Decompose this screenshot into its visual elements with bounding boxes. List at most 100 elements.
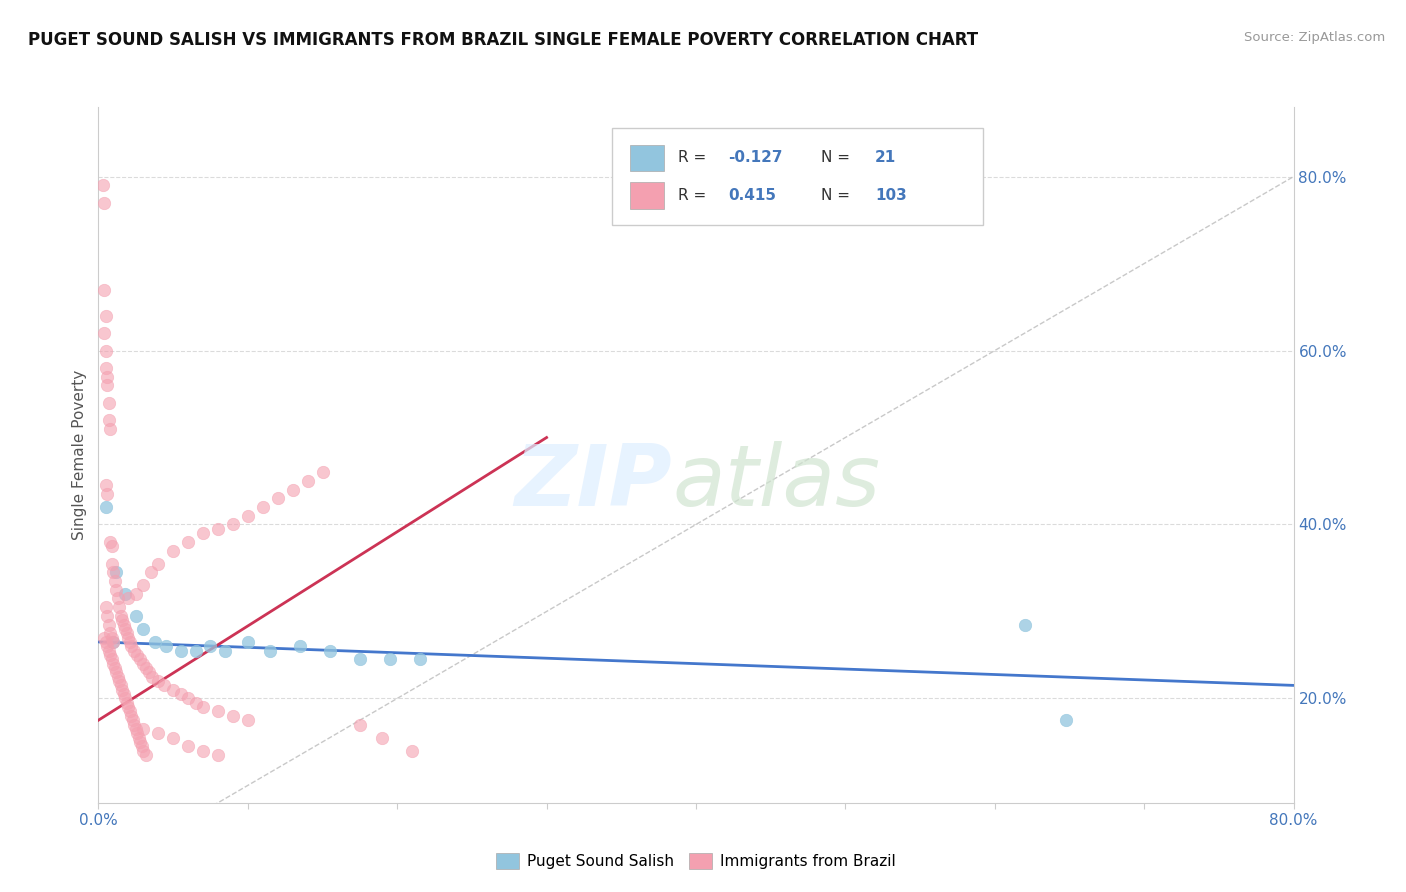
Point — [127, 648, 149, 662]
Point — [97, 413, 120, 427]
Point — [97, 643, 120, 657]
Point — [118, 635, 141, 649]
Point — [91, 178, 114, 193]
Point — [162, 731, 184, 745]
Point — [96, 487, 118, 501]
Point — [120, 639, 142, 653]
Point — [191, 744, 214, 758]
Point — [177, 534, 200, 549]
Point — [94, 361, 117, 376]
Point — [177, 739, 200, 754]
Point — [94, 478, 117, 492]
Text: 103: 103 — [875, 188, 907, 202]
Point — [101, 631, 124, 645]
Point — [297, 474, 319, 488]
Point — [101, 557, 124, 571]
Point — [125, 722, 148, 736]
Text: ZIP: ZIP — [515, 442, 672, 524]
Point — [162, 682, 184, 697]
Point — [107, 591, 129, 606]
Point — [105, 665, 128, 680]
Point — [117, 700, 139, 714]
Point — [288, 639, 311, 653]
Point — [135, 661, 157, 675]
Point — [103, 635, 125, 649]
Point — [114, 622, 136, 636]
Point — [100, 648, 122, 662]
Point — [214, 643, 236, 657]
Point — [191, 526, 214, 541]
Text: R =: R = — [678, 188, 711, 202]
Point — [128, 731, 150, 745]
Point — [222, 708, 245, 723]
Point — [124, 643, 146, 657]
Point — [96, 378, 118, 392]
Point — [110, 608, 132, 623]
Point — [311, 466, 333, 480]
Point — [184, 696, 207, 710]
Text: atlas: atlas — [672, 442, 880, 524]
Point — [117, 591, 139, 606]
Point — [94, 343, 117, 358]
Point — [112, 617, 135, 632]
Text: 0.415: 0.415 — [728, 188, 776, 202]
FancyBboxPatch shape — [630, 145, 664, 171]
Point — [200, 639, 222, 653]
Point — [105, 566, 128, 580]
Point — [127, 726, 149, 740]
Point — [349, 717, 371, 731]
Point — [104, 661, 127, 675]
Point — [129, 735, 152, 749]
Point — [105, 582, 128, 597]
Point — [177, 691, 200, 706]
Point — [114, 587, 136, 601]
Point — [104, 574, 127, 588]
Point — [100, 422, 122, 436]
Point — [1014, 617, 1036, 632]
Point — [94, 600, 117, 615]
Point — [117, 631, 139, 645]
Point — [281, 483, 304, 497]
Point — [153, 678, 176, 692]
Point — [96, 369, 118, 384]
Point — [118, 705, 141, 719]
Point — [115, 626, 138, 640]
Point — [148, 726, 170, 740]
Point — [408, 652, 430, 666]
Text: 21: 21 — [875, 151, 897, 165]
Point — [236, 635, 259, 649]
Point — [93, 195, 115, 210]
Text: Source: ZipAtlas.com: Source: ZipAtlas.com — [1244, 31, 1385, 45]
Point — [236, 713, 259, 727]
Point — [121, 713, 143, 727]
Point — [207, 747, 229, 762]
Point — [155, 639, 177, 653]
Point — [108, 674, 131, 689]
Y-axis label: Single Female Poverty: Single Female Poverty — [72, 370, 87, 540]
Point — [371, 731, 394, 745]
Point — [132, 578, 155, 592]
Point — [115, 696, 138, 710]
Point — [169, 687, 191, 701]
Point — [169, 643, 191, 657]
Point — [138, 665, 160, 680]
Point — [125, 608, 148, 623]
Point — [191, 700, 214, 714]
Point — [94, 309, 117, 323]
Point — [114, 691, 136, 706]
Point — [252, 500, 274, 514]
Point — [103, 657, 125, 671]
Text: -0.127: -0.127 — [728, 151, 783, 165]
Point — [132, 622, 155, 636]
Point — [349, 652, 371, 666]
Point — [236, 508, 259, 523]
Point — [93, 326, 115, 340]
Point — [132, 744, 155, 758]
Point — [148, 557, 170, 571]
Point — [259, 643, 281, 657]
Point — [107, 670, 129, 684]
Point — [96, 608, 118, 623]
Point — [401, 744, 423, 758]
FancyBboxPatch shape — [630, 182, 664, 209]
Point — [93, 283, 115, 297]
